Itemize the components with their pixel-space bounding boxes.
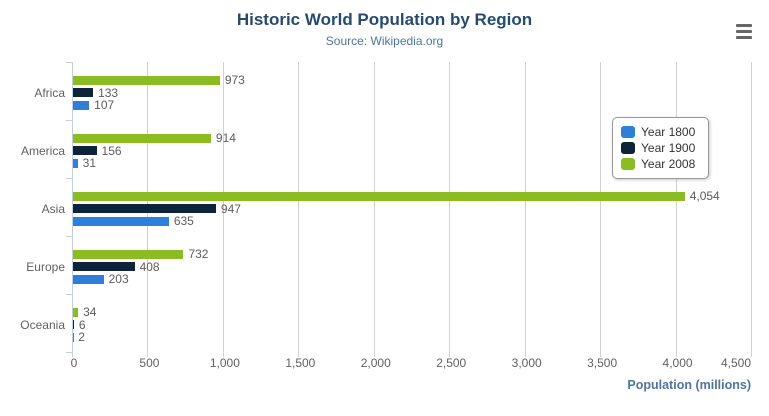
y-axis-tick bbox=[66, 120, 72, 121]
y-axis-tick bbox=[66, 62, 72, 63]
x-axis-tick-label: 3,000 bbox=[511, 356, 542, 370]
y-axis-tick bbox=[66, 178, 72, 179]
gridline bbox=[373, 62, 375, 352]
data-label-year-1900-europe: 408 bbox=[139, 259, 160, 274]
legend-swatch-year-1800 bbox=[621, 126, 635, 138]
data-label-year-2008-oceania: 34 bbox=[83, 305, 97, 319]
year-1900-bar-africa[interactable] bbox=[73, 88, 94, 97]
category-label-europe: Europe bbox=[26, 260, 65, 274]
x-axis-tick bbox=[600, 352, 602, 357]
data-label-year-1800-asia: 635 bbox=[173, 214, 194, 228]
x-axis-tick-label: 0 bbox=[70, 356, 78, 370]
x-axis-tick-label: 1,000 bbox=[209, 356, 240, 370]
year-2008-bar-africa[interactable] bbox=[73, 75, 220, 85]
legend-swatch-year-2008 bbox=[621, 158, 635, 170]
x-axis-tick bbox=[298, 352, 300, 357]
year-1900-bar-europe[interactable] bbox=[73, 262, 135, 271]
year-1800-bar-asia[interactable] bbox=[73, 216, 169, 226]
legend-label: Year 2008 bbox=[641, 157, 696, 171]
hamburger-bar bbox=[736, 36, 752, 39]
x-axis-tick-label: 1,500 bbox=[285, 356, 316, 370]
data-label-year-2008-asia: 4,054 bbox=[689, 189, 720, 203]
chart-title: Historic World Population by Region bbox=[236, 10, 533, 29]
year-1800-bar-africa[interactable] bbox=[73, 100, 90, 110]
gridline bbox=[600, 62, 602, 352]
x-axis-tick bbox=[751, 352, 752, 357]
year-2008-bar-oceania[interactable] bbox=[73, 307, 79, 317]
x-axis-tick bbox=[222, 352, 224, 357]
legend-label: Year 1900 bbox=[641, 141, 696, 155]
year-1800-bar-oceania[interactable] bbox=[73, 332, 74, 342]
x-axis-tick bbox=[524, 352, 526, 357]
export-hamburger-menu-icon[interactable] bbox=[736, 24, 752, 39]
year-2008-bar-europe[interactable] bbox=[73, 249, 184, 259]
y-axis-tick bbox=[66, 294, 72, 295]
x-axis-tick-label: 500 bbox=[139, 356, 160, 370]
data-label-year-1800-oceania: 2 bbox=[78, 330, 85, 344]
legend-label: Year 1800 bbox=[641, 125, 696, 139]
data-label-year-1800-america: 31 bbox=[82, 156, 97, 170]
y-axis-tick bbox=[66, 352, 72, 353]
x-axis-tick-label: 2,000 bbox=[360, 356, 391, 370]
x-axis-title: Population (millions) bbox=[627, 378, 751, 392]
gridline bbox=[524, 62, 526, 352]
gridline bbox=[449, 62, 451, 352]
gridline bbox=[751, 62, 752, 352]
data-label-year-1900-oceania: 6 bbox=[78, 317, 86, 332]
hamburger-bar bbox=[736, 30, 752, 33]
data-label-year-2008-europe: 732 bbox=[188, 247, 209, 261]
category-label-africa: Africa bbox=[34, 86, 65, 100]
year-1900-bar-asia[interactable] bbox=[73, 204, 216, 213]
year-2008-bar-america[interactable] bbox=[73, 133, 211, 143]
category-label-america: America bbox=[20, 144, 65, 158]
chart-subtitle: Source: Wikipedia.org bbox=[325, 34, 444, 48]
x-axis-tick bbox=[147, 352, 149, 357]
x-axis-tick bbox=[373, 352, 375, 357]
category-label-oceania: Oceania bbox=[20, 318, 65, 332]
data-label-year-2008-africa: 973 bbox=[224, 73, 245, 87]
data-label-year-1800-africa: 107 bbox=[94, 98, 115, 112]
category-label-asia: Asia bbox=[41, 202, 65, 216]
legend-item-year-1900[interactable]: Year 1900 bbox=[621, 140, 708, 156]
year-1800-bar-america[interactable] bbox=[73, 158, 78, 168]
x-axis-tick bbox=[675, 352, 677, 357]
year-1800-bar-europe[interactable] bbox=[73, 274, 104, 284]
legend-item-year-2008[interactable]: Year 2008 bbox=[621, 156, 708, 172]
x-axis-tick bbox=[72, 352, 73, 357]
data-label-year-1900-africa: 133 bbox=[98, 85, 119, 100]
gridline bbox=[222, 62, 224, 352]
y-axis-tick bbox=[66, 236, 72, 237]
year-1900-bar-america[interactable] bbox=[73, 146, 97, 155]
year-1900-bar-oceania[interactable] bbox=[73, 320, 74, 329]
legend-swatch-year-1900 bbox=[621, 142, 635, 154]
x-axis-tick bbox=[449, 352, 451, 357]
data-label-year-1900-asia: 947 bbox=[220, 201, 241, 216]
x-axis-tick-label: 3,500 bbox=[587, 356, 618, 370]
legend: Year 1800 Year 1900 Year 2008 bbox=[612, 117, 709, 179]
x-axis-tick-label: 4,000 bbox=[662, 356, 693, 370]
data-label-year-1900-america: 156 bbox=[101, 143, 122, 158]
hamburger-bar bbox=[736, 24, 752, 27]
gridline bbox=[298, 62, 300, 352]
x-axis-tick-label: 4,500 bbox=[720, 356, 751, 370]
gridline bbox=[675, 62, 677, 352]
legend-item-year-1800[interactable]: Year 1800 bbox=[621, 124, 708, 140]
year-2008-bar-asia[interactable] bbox=[73, 191, 685, 201]
data-label-year-2008-america: 914 bbox=[215, 131, 236, 145]
y-axis-line bbox=[72, 62, 73, 352]
x-axis-tick-label: 2,500 bbox=[436, 356, 467, 370]
data-label-year-1800-europe: 203 bbox=[108, 272, 129, 286]
